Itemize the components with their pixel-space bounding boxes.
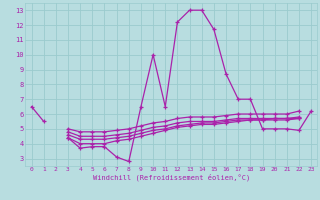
X-axis label: Windchill (Refroidissement éolien,°C): Windchill (Refroidissement éolien,°C) (93, 174, 250, 181)
